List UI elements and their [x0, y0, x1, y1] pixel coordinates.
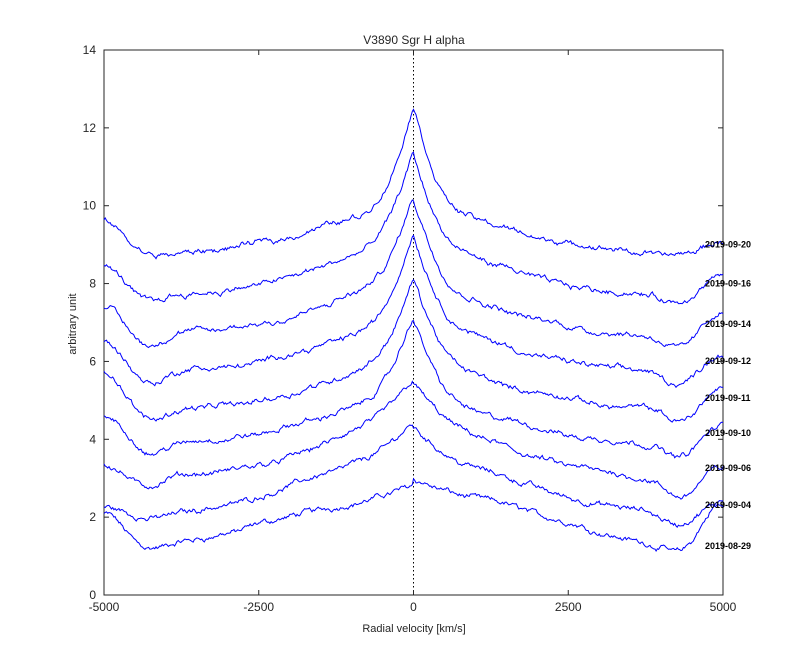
series-line-2019-08-29: [103, 477, 724, 552]
series-label-2019-09-04: 2019-09-04: [705, 500, 751, 510]
series-label-2019-09-16: 2019-09-16: [705, 278, 751, 288]
x-tick-label: 2500: [555, 600, 582, 614]
y-tick-label: 10: [83, 199, 97, 213]
y-tick-label: 0: [89, 588, 96, 602]
x-tick-label: -2500: [243, 600, 274, 614]
x-tick-label: 5000: [710, 600, 737, 614]
chart-title: V3890 Sgr H alpha: [363, 33, 465, 47]
series-line-2019-09-11: [103, 278, 724, 423]
plot-area: 2019-08-29 2019-09-04 2019-09-06 2019-09-10…: [103, 49, 751, 596]
axis-ticks: -5000 -2500 0 2500 5000 0 2 4 6 8 10 12 14: [83, 43, 737, 614]
series-label-2019-09-14: 2019-09-14: [705, 319, 751, 329]
series-line-2019-09-10: [103, 319, 724, 459]
x-axis-label: Radial velocity [km/s]: [362, 623, 465, 635]
series-label-2019-09-06: 2019-09-06: [705, 463, 751, 473]
series-line-2019-09-16: [103, 151, 724, 305]
series-line-2019-09-12: [103, 234, 724, 389]
series-line-2019-09-06: [103, 380, 724, 500]
y-tick-label: 2: [89, 510, 96, 524]
x-tick-label: -5000: [89, 600, 120, 614]
y-axis-label: arbitrary unit: [67, 293, 79, 354]
series-line-2019-09-14: [103, 199, 724, 349]
y-tick-label: 6: [89, 354, 96, 368]
series-label-2019-08-29: 2019-08-29: [705, 541, 751, 551]
series-label-2019-09-12: 2019-09-12: [705, 356, 751, 366]
series-label-2019-09-20: 2019-09-20: [705, 239, 751, 249]
series-line-2019-09-04: [103, 424, 724, 529]
x-tick-label: 0: [410, 600, 417, 614]
series-label-2019-09-10: 2019-09-10: [705, 428, 751, 438]
y-tick-label: 4: [89, 432, 96, 446]
series-line-2019-09-20: [103, 108, 724, 260]
y-tick-label: 8: [89, 277, 96, 291]
y-tick-label: 14: [83, 43, 97, 57]
y-tick-label: 12: [83, 121, 97, 135]
series-label-2019-09-11: 2019-09-11: [705, 393, 751, 403]
